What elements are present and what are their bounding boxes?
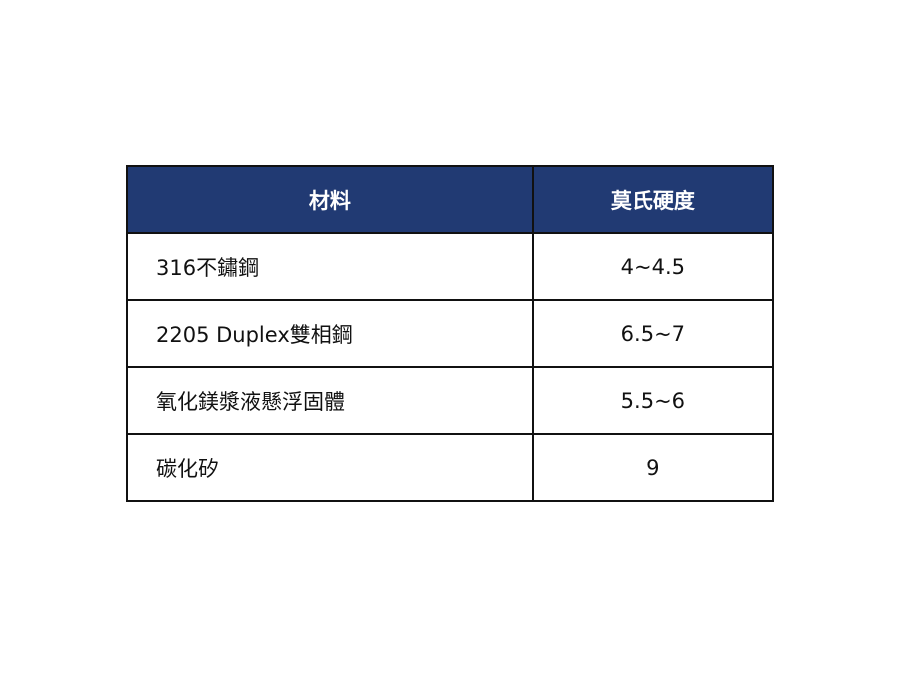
material-cell: 氧化鎂漿液懸浮固體 (126, 366, 534, 435)
header-material: 材料 (126, 165, 534, 234)
table-row: 2205 Duplex雙相鋼 6.5~7 (126, 299, 775, 368)
table-row: 氧化鎂漿液懸浮固體 5.5~6 (126, 366, 775, 435)
header-hardness: 莫氏硬度 (531, 165, 775, 234)
hardness-cell: 6.5~7 (531, 299, 775, 368)
material-cell: 碳化矽 (126, 433, 534, 502)
hardness-cell: 5.5~6 (531, 366, 775, 435)
hardness-table: 材料 莫氏硬度 316不鏽鋼 4~4.5 2205 Duplex雙相鋼 6.5~… (126, 165, 775, 502)
hardness-cell: 9 (531, 433, 775, 502)
hardness-cell: 4~4.5 (531, 232, 775, 301)
table-row: 碳化矽 9 (126, 433, 775, 502)
material-cell: 316不鏽鋼 (126, 232, 534, 301)
material-cell: 2205 Duplex雙相鋼 (126, 299, 534, 368)
header-row: 材料 莫氏硬度 (126, 165, 775, 234)
table-row: 316不鏽鋼 4~4.5 (126, 232, 775, 301)
